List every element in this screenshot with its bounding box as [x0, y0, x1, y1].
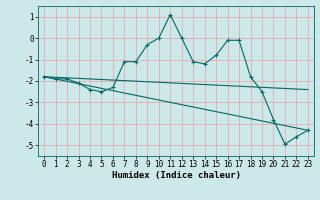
X-axis label: Humidex (Indice chaleur): Humidex (Indice chaleur) — [111, 171, 241, 180]
